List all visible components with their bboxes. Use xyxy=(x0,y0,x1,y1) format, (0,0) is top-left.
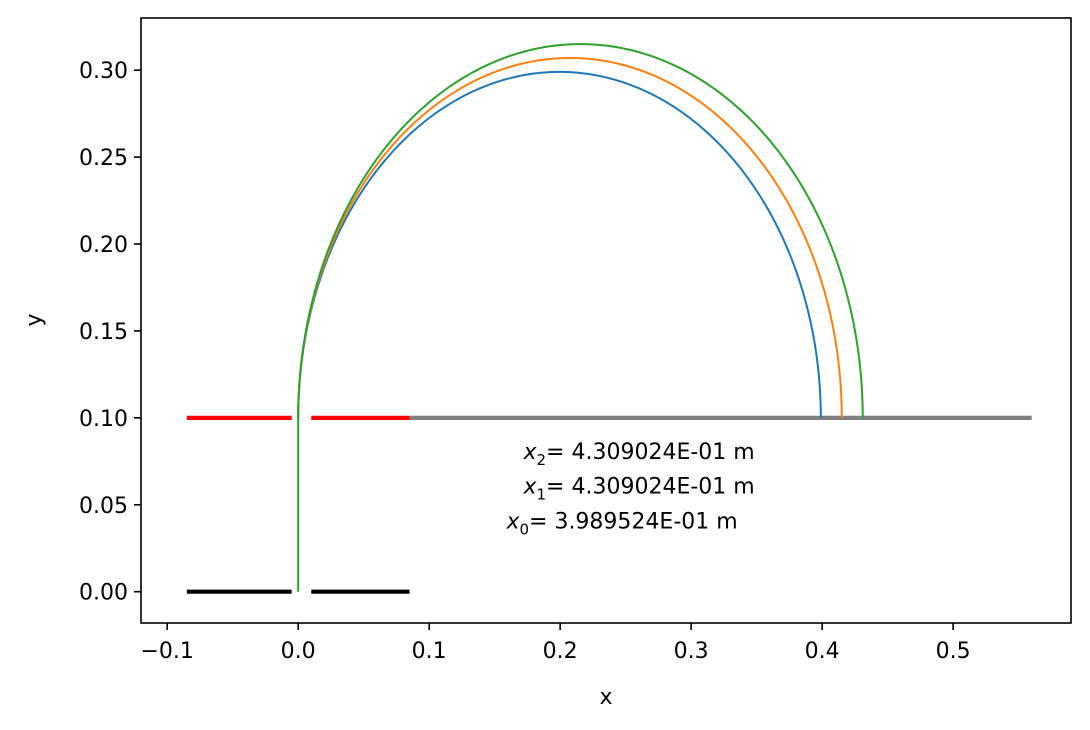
x-tick-label-4: 0.3 xyxy=(674,639,709,664)
annotation-1: x1= 4.309024E-01 m xyxy=(522,475,754,504)
x-tick-label-1: 0.0 xyxy=(281,639,316,664)
x-tick-label-2: 0.1 xyxy=(412,639,447,664)
x-tick-label-0: −0.1 xyxy=(140,639,193,664)
y-axis-label: y xyxy=(22,313,47,326)
tick-layer: −0.1 0.0 0.1 0.2 0.3 0.4 0.5 0.00 0.05 0.10 0.15 0.… xyxy=(79,59,971,664)
data-layer xyxy=(186,43,1032,594)
y-tick-label-3: 0.15 xyxy=(79,320,128,345)
y-tick-label-2: 0.10 xyxy=(79,407,128,432)
annotation-2: x0= 3.989524E-01 m xyxy=(505,509,737,538)
x-tick-label-5: 0.4 xyxy=(805,639,840,664)
y-tick-label-6: 0.30 xyxy=(79,59,128,84)
series-line-2 xyxy=(297,43,864,418)
series-line-1 xyxy=(297,56,843,418)
y-tick-label-0: 0.00 xyxy=(79,581,128,606)
y-tick-label-5: 0.25 xyxy=(79,146,128,171)
annotation-0: x2= 4.309024E-01 m xyxy=(522,440,754,469)
x-tick-label-3: 0.2 xyxy=(543,639,578,664)
x-axis-label: x xyxy=(599,685,612,710)
x-tick-label-6: 0.5 xyxy=(936,639,971,664)
annotation-layer: x2= 4.309024E-01 m x1= 4.309024E-01 m x0= … xyxy=(505,440,754,539)
y-tick-label-1: 0.05 xyxy=(79,494,128,519)
plot-frame xyxy=(140,17,1072,624)
y-tick-label-4: 0.20 xyxy=(79,233,128,258)
series-line-0 xyxy=(297,70,822,418)
